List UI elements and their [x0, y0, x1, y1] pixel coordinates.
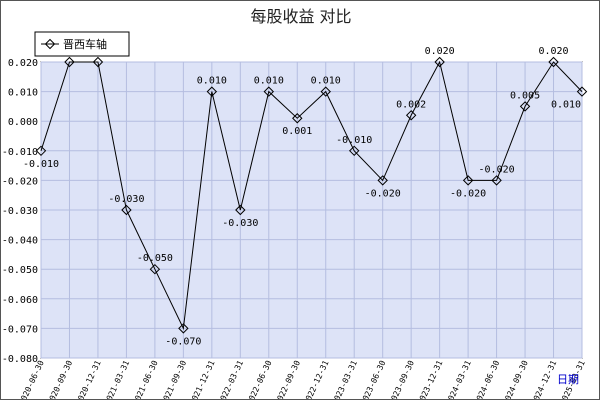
- x-tick-label: 2024-12-31: [530, 359, 559, 399]
- data-point-marker: [292, 113, 303, 124]
- data-point-marker: [149, 263, 161, 275]
- data-point-marker: [92, 56, 104, 68]
- data-point-marker: [35, 145, 47, 157]
- data-point-marker: [434, 56, 445, 68]
- data-point-marker: [491, 175, 502, 186]
- data-point-marker: [235, 204, 246, 216]
- data-point-marker: [462, 175, 474, 186]
- data-label: -0.070: [165, 336, 201, 347]
- y-tick-label: -0.060: [2, 295, 38, 306]
- data-point-marker: [263, 86, 274, 97]
- data-label: 0.010: [254, 76, 284, 87]
- data-label: 0.005: [510, 90, 540, 101]
- x-axis-label: 日期: [557, 373, 579, 386]
- data-point-marker: [548, 56, 559, 68]
- x-tick-label: 2024-03-31: [444, 359, 473, 399]
- x-tick-label: 2022-03-31: [217, 359, 246, 399]
- y-axis-ticks: 0.020 0.010 0.000 -0.010 -0.020 -0.030 -0.040 -…: [2, 58, 38, 365]
- x-tick-label: 2024-06-30: [473, 359, 502, 399]
- x-tick-label: 2023-09-30: [387, 359, 416, 399]
- x-tick-label: 2021-06-30: [131, 359, 160, 399]
- y-tick-label: -0.080: [2, 354, 38, 365]
- data-point-marker: [349, 145, 360, 157]
- data-labels: -0.010 -0.030 -0.050 -0.070 0.010 -0.030 0.010…: [23, 46, 581, 347]
- x-tick-label: 2023-03-31: [331, 359, 360, 399]
- x-tick-label: 2023-12-31: [416, 359, 445, 399]
- data-point-marker: [64, 56, 75, 68]
- data-label: -0.030: [222, 218, 258, 229]
- x-axis-ticks: 2020-06-30 2020-09-30 2020-12-31 2021-03-31…: [17, 359, 587, 399]
- x-tick-label: 2023-06-30: [359, 359, 388, 399]
- data-label: 0.001: [282, 126, 312, 137]
- data-label: 0.020: [425, 46, 455, 57]
- data-label: -0.020: [365, 188, 401, 199]
- x-tick-label: 2024-09-30: [501, 359, 530, 399]
- data-label: 0.010: [551, 100, 581, 111]
- legend-diamond-icon: [44, 38, 56, 50]
- legend: 晋西车轴: [34, 31, 130, 57]
- y-tick-label: -0.010: [2, 147, 38, 158]
- data-label: -0.030: [108, 194, 144, 205]
- y-tick-label: -0.050: [2, 265, 38, 276]
- x-tick-label: 2021-12-31: [188, 359, 217, 399]
- series-layer: [35, 56, 588, 334]
- x-tick-label: 2021-09-30: [160, 359, 189, 399]
- y-tick-label: -0.030: [2, 206, 38, 217]
- y-tick-label: 0.020: [8, 58, 38, 69]
- chart-title: 每股收益 对比: [250, 7, 351, 26]
- y-tick-label: -0.070: [2, 324, 38, 335]
- data-point-marker: [121, 204, 132, 216]
- y-tick-label: 0.000: [8, 117, 38, 128]
- y-tick-label: -0.040: [2, 236, 38, 247]
- data-label: 0.020: [538, 46, 568, 57]
- data-point-marker: [178, 323, 189, 334]
- data-label: -0.020: [450, 188, 486, 199]
- y-tick-label: 0.010: [8, 88, 38, 99]
- x-tick-label: 2022-09-30: [274, 359, 303, 399]
- data-label: 0.002: [396, 99, 426, 110]
- data-label: -0.010: [336, 135, 372, 146]
- data-point-marker: [206, 86, 218, 97]
- x-tick-label: 2021-03-31: [103, 359, 132, 399]
- y-tick-label: -0.020: [2, 176, 38, 187]
- data-label: -0.020: [479, 164, 515, 175]
- data-label: -0.010: [23, 159, 59, 170]
- data-point-marker: [519, 101, 531, 112]
- x-tick-label: 2020-12-31: [74, 359, 103, 399]
- data-point-marker: [405, 110, 417, 121]
- legend-series-name: 晋西车轴: [63, 37, 107, 51]
- data-point-marker: [320, 86, 331, 97]
- data-label: -0.050: [137, 253, 173, 264]
- data-label: 0.010: [311, 76, 341, 87]
- x-tick-label: 2022-06-30: [245, 359, 274, 399]
- x-tick-label: 2020-09-30: [46, 359, 75, 399]
- x-tick-label: 2022-12-31: [302, 359, 331, 399]
- data-point-marker: [576, 86, 588, 97]
- data-point-marker: [377, 175, 388, 186]
- data-label: 0.010: [197, 76, 227, 87]
